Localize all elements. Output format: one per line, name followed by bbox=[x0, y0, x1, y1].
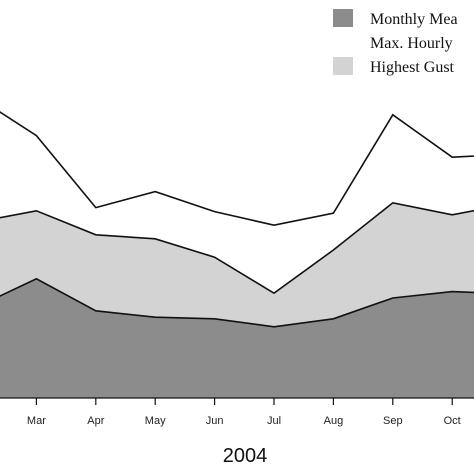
x-axis-title: 2004 bbox=[223, 445, 268, 467]
legend-label: Max. Hourly bbox=[370, 35, 453, 52]
line bbox=[0, 111, 474, 227]
legend-swatch bbox=[333, 33, 353, 51]
area bbox=[0, 278, 474, 398]
legend-label: Monthly Mea bbox=[370, 11, 458, 28]
legend-swatch bbox=[333, 9, 353, 27]
x-tick-label: Apr bbox=[87, 415, 104, 427]
line bbox=[0, 201, 474, 295]
line bbox=[0, 277, 474, 328]
x-tick-label: Mar bbox=[27, 415, 46, 427]
x-tick-label: Oct bbox=[444, 415, 461, 427]
x-tick-label: Jun bbox=[206, 415, 224, 427]
x-tick-label: Aug bbox=[324, 415, 344, 427]
x-tick-label: Jul bbox=[267, 415, 281, 427]
x-tick-label: May bbox=[145, 415, 166, 427]
legend-label: Highest Gust bbox=[370, 59, 455, 76]
legend-swatch bbox=[333, 57, 353, 75]
x-tick-label: Sep bbox=[383, 415, 403, 427]
